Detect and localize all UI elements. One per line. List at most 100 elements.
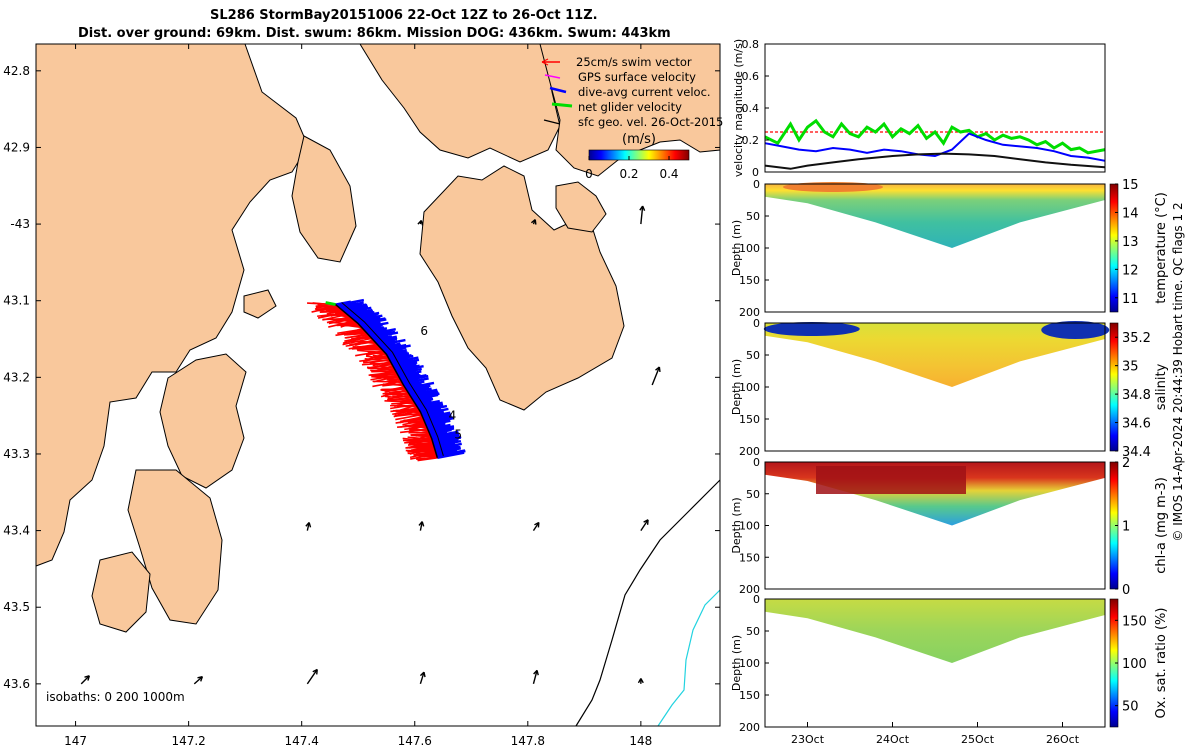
section-colorbar-tick-label: 0 (1122, 583, 1130, 598)
section-colorbar-tick-label: 11 (1122, 292, 1139, 307)
fresh-surface-patch (1041, 321, 1110, 339)
legend-gps-symbol (544, 74, 561, 79)
legend-net: net glider velocity (578, 100, 682, 114)
sfc-geo-arrowhead (312, 668, 318, 675)
legend-sfcgeo: sfc geo. vel. 26-Oct-2015 (578, 115, 723, 129)
speed-colorbar-tick-label: 0 (585, 167, 593, 181)
section-colorbar-tick-label: 14 (1122, 206, 1139, 221)
sfc-geo-arrowhead (417, 220, 424, 226)
map-legend: 25cm/s swim vector GPS surface velocity … (541, 55, 723, 181)
section-xtick-label: 26Oct (1046, 733, 1080, 746)
swim-vector (403, 420, 425, 423)
title-line-2: Dist. over ground: 69km. Dist. swum: 86k… (78, 26, 671, 41)
section-ylabel: Depth (m) (730, 359, 743, 415)
land-river-islet (243, 289, 277, 319)
swim-vector (410, 434, 431, 438)
sfc-geo-arrow (419, 521, 423, 531)
sfc-geo-arrowhead (530, 219, 537, 225)
velocity-ytick-label: 0.4 (742, 102, 760, 115)
swim-vector (413, 427, 429, 433)
sfc-geo-arrow (532, 670, 538, 685)
fresh-surface-patch (763, 322, 860, 336)
swim-vector (349, 340, 377, 345)
day-labels: 6 4 5 (420, 324, 462, 441)
legend-diveavg-symbol (549, 86, 567, 94)
section-colorbar-tick-label: 34.8 (1122, 388, 1151, 403)
legend-gps: GPS surface velocity (578, 70, 696, 84)
legend-swim: 25cm/s swim vector (576, 55, 692, 69)
section-x-axis: 23Oct 24Oct 25Oct 26Oct (791, 722, 1080, 746)
dive-avg-vector (385, 348, 407, 356)
swim-vector (334, 314, 351, 318)
dive-avg-vector (368, 330, 392, 337)
dive-avg-vector (437, 451, 465, 459)
swim-vector (384, 400, 415, 404)
section-ytick-label: 0 (753, 317, 760, 330)
swim-vector (370, 369, 397, 374)
dive-avg-vector (381, 343, 407, 351)
dive-avg-vector (378, 342, 396, 348)
swim-vector (341, 318, 355, 322)
swim-vector (337, 328, 364, 335)
swim-vector (316, 309, 347, 315)
section-colorbar-tick-label: 13 (1122, 235, 1139, 250)
section-xtick-label: 25Oct (961, 733, 995, 746)
swim-vector (374, 375, 400, 379)
swim-vector (365, 355, 390, 361)
map-y-axis: 42.8 42.9 -43 43.1 43.2 43.3 43.4 43.5 43.6 (3, 64, 720, 691)
swim-vector (346, 332, 368, 336)
map-xtick-label: 147 (64, 734, 87, 748)
land-northeast (359, 43, 561, 163)
section-colorbar (1109, 183, 1119, 313)
map-day-label: 6 (420, 324, 428, 338)
section-panel-3: 0 50 100 150 200 Depth (m) 0 1 2 chl-a (mg m-3) (730, 456, 1169, 598)
speed-colorbar-tick-label: 0.4 (659, 167, 678, 181)
map-ytick-label: 43.4 (3, 524, 30, 538)
sfc-geo-arrow (80, 675, 90, 685)
colorbar-unit: (m/s) (622, 132, 656, 147)
isobaths (575, 479, 721, 727)
section-data-region (765, 323, 1105, 387)
section-ytick-label: 150 (739, 413, 760, 426)
section-colorbar-tick-label: 1 (1122, 520, 1130, 535)
sfc-geo-arrow (419, 671, 425, 685)
map-panel: 645 isobaths: 0 200 1000m 147 147.2 147.4 1… (3, 43, 723, 748)
swim-vector (390, 382, 405, 387)
isobath-legend: isobaths: 0 200 1000m (46, 690, 185, 704)
velocity-series-line (764, 118, 1106, 155)
swim-vector (367, 351, 388, 356)
map-ytick-label: 43.3 (3, 447, 30, 461)
swim-vector (414, 445, 436, 451)
map-ytick-label: 42.9 (3, 140, 30, 154)
section-ytick-label: 50 (746, 349, 760, 362)
net-velocity-green (325, 301, 336, 307)
velocity-ytick-label: 0.8 (742, 38, 760, 51)
dive-avg-vector (369, 330, 396, 338)
land-bruny-north (91, 551, 151, 633)
dive-avg-vector (373, 335, 397, 343)
sfc-geo-arrow (640, 519, 649, 531)
section-data-region (765, 184, 1105, 248)
swim-vector (416, 441, 434, 447)
dive-avg-vector (375, 337, 398, 345)
swim-vector (371, 375, 401, 381)
swim-vector (348, 322, 362, 328)
sfc-geo-arrowhead (419, 671, 426, 678)
section-panel-1: 0 50 100 150 200 Depth (m) 11 12 13 14 15 temperatu… (730, 178, 1169, 319)
surface-geostrophic-arrows (80, 205, 661, 685)
map-xtick-label: 147.4 (285, 734, 319, 748)
legend-swim-arrowhead (541, 58, 549, 66)
sfc-geo-arrow (306, 669, 318, 685)
speed-colorbar-tick-label: 0.2 (619, 167, 638, 181)
section-ylabel: Depth (m) (730, 497, 743, 553)
dive-avg-vector (379, 342, 401, 349)
section-colorbar-tick-label: 34.4 (1122, 445, 1151, 460)
section-colorbar-tick-label: 50 (1122, 700, 1139, 715)
sfc-geo-arrow (193, 676, 203, 685)
dive-avg-vector (367, 327, 396, 336)
map-ytick-label: 43.2 (3, 370, 30, 384)
swim-vector (348, 331, 367, 334)
